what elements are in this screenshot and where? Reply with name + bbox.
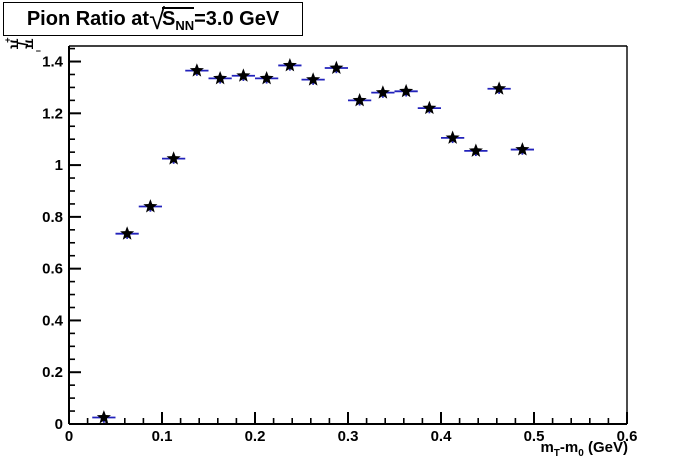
data-point-marker: [468, 143, 483, 157]
x-title-m: m: [540, 439, 554, 456]
data-point-marker: [492, 81, 507, 95]
sqrt-subscript: NN: [175, 17, 195, 33]
data-point-marker: [143, 199, 158, 213]
x-tick-label: 0.2: [245, 428, 266, 445]
data-point-marker: [515, 142, 530, 156]
y-tick-label: 0.6: [42, 261, 63, 278]
data-point-marker: [213, 70, 228, 85]
y-title-minus-superscript: −: [35, 46, 41, 56]
y-tick-label: 0.8: [42, 209, 63, 226]
data-point-marker: [306, 72, 321, 86]
y-axis-title: + π / π −: [5, 35, 41, 56]
data-point-marker: [259, 70, 274, 85]
x-tick-label: 0.5: [524, 428, 545, 445]
x-tick-label: 0.6: [617, 428, 638, 445]
y-tick-label: 0.2: [42, 364, 63, 381]
data-point-marker: [399, 83, 414, 98]
y-tick-label: 1.2: [42, 105, 63, 122]
data-point-marker: [445, 130, 460, 144]
sqrt-base: S: [161, 7, 176, 30]
data-point-marker: [236, 68, 251, 82]
data-point-marker: [352, 92, 367, 107]
x-title-sub-T: T: [553, 448, 560, 459]
data-point-marker: [96, 410, 111, 424]
plot-title-box: Pion Ratio at √ SNN =3.0 GeV: [3, 2, 303, 36]
data-point-marker: [329, 60, 344, 74]
y-tick-label: 1: [55, 157, 63, 174]
data-point-marker: [282, 58, 297, 72]
plot-title-suffix: =3.0 GeV: [194, 7, 280, 30]
y-tick-label: 0: [55, 416, 63, 433]
x-axis-title: mT-m0 (GeV): [0, 439, 628, 459]
x-title-unit: (GeV): [583, 439, 628, 456]
x-title-minus-m: -m: [559, 439, 579, 456]
data-point-marker: [189, 63, 204, 77]
x-tick-label: 0.3: [338, 428, 359, 445]
y-tick-label: 1.4: [42, 54, 64, 71]
plot-title-prefix: Pion Ratio at: [26, 7, 150, 30]
data-point-marker: [375, 85, 390, 99]
data-point-marker: [120, 226, 135, 240]
data-point-marker: [166, 151, 181, 165]
sqrt-argument: SNN: [161, 6, 195, 33]
x-tick-label: 0: [65, 428, 73, 445]
y-title-plus-superscript: +: [5, 35, 11, 45]
x-tick-label: 0.1: [152, 428, 173, 445]
x-tick-label: 0.4: [431, 428, 453, 445]
y-tick-label: 0.4: [42, 312, 64, 329]
x-title-sub-0: 0: [578, 448, 584, 459]
data-point-marker: [422, 100, 437, 115]
